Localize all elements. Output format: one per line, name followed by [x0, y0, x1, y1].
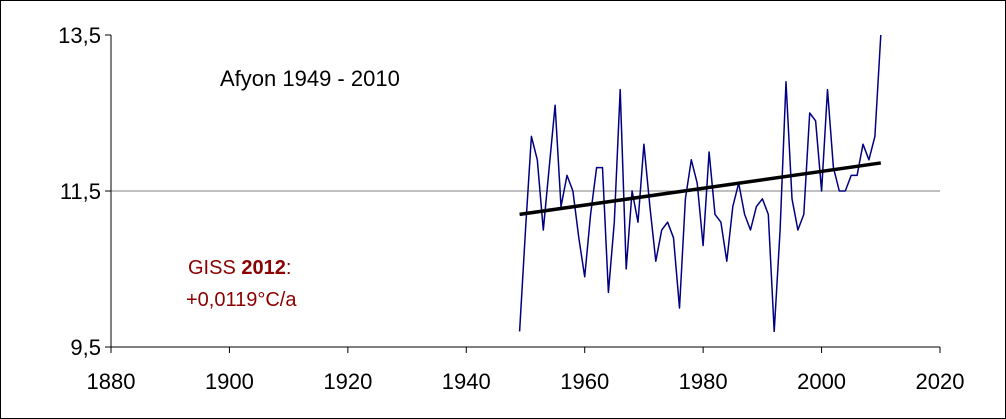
trend-line: [519, 161, 882, 217]
annotation-suffix: :: [286, 257, 292, 279]
x-tick-label: 1920: [323, 369, 372, 394]
annotation-line-1: GISS 2012:: [188, 257, 291, 279]
x-tick-label: 2000: [797, 369, 846, 394]
x-tick-label: 1900: [205, 369, 254, 394]
temperature-series-line: [518, 34, 882, 333]
annotation-bold: 2012: [241, 257, 286, 279]
series-layer: [518, 34, 882, 333]
annotation-line-2: +0,0119°C/a: [186, 289, 297, 311]
axis-layer: 9,5 11,5 13,5 1880 1900 1920 1940 1960 1980 2000 2…: [58, 23, 964, 394]
y-tick-label: 11,5: [60, 179, 101, 204]
y-tick-label: 9,5: [70, 335, 101, 360]
annotation-prefix: GISS: [188, 257, 241, 279]
y-tick-label: 13,5: [58, 23, 101, 48]
x-tick-label: 1980: [679, 369, 728, 394]
x-tick-label: 2020: [916, 369, 965, 394]
x-tick-label: 1960: [560, 369, 609, 394]
chart-title: Afyon 1949 - 2010: [220, 66, 400, 91]
x-tick-label: 1940: [442, 369, 491, 394]
x-tick-label: 1880: [87, 369, 136, 394]
